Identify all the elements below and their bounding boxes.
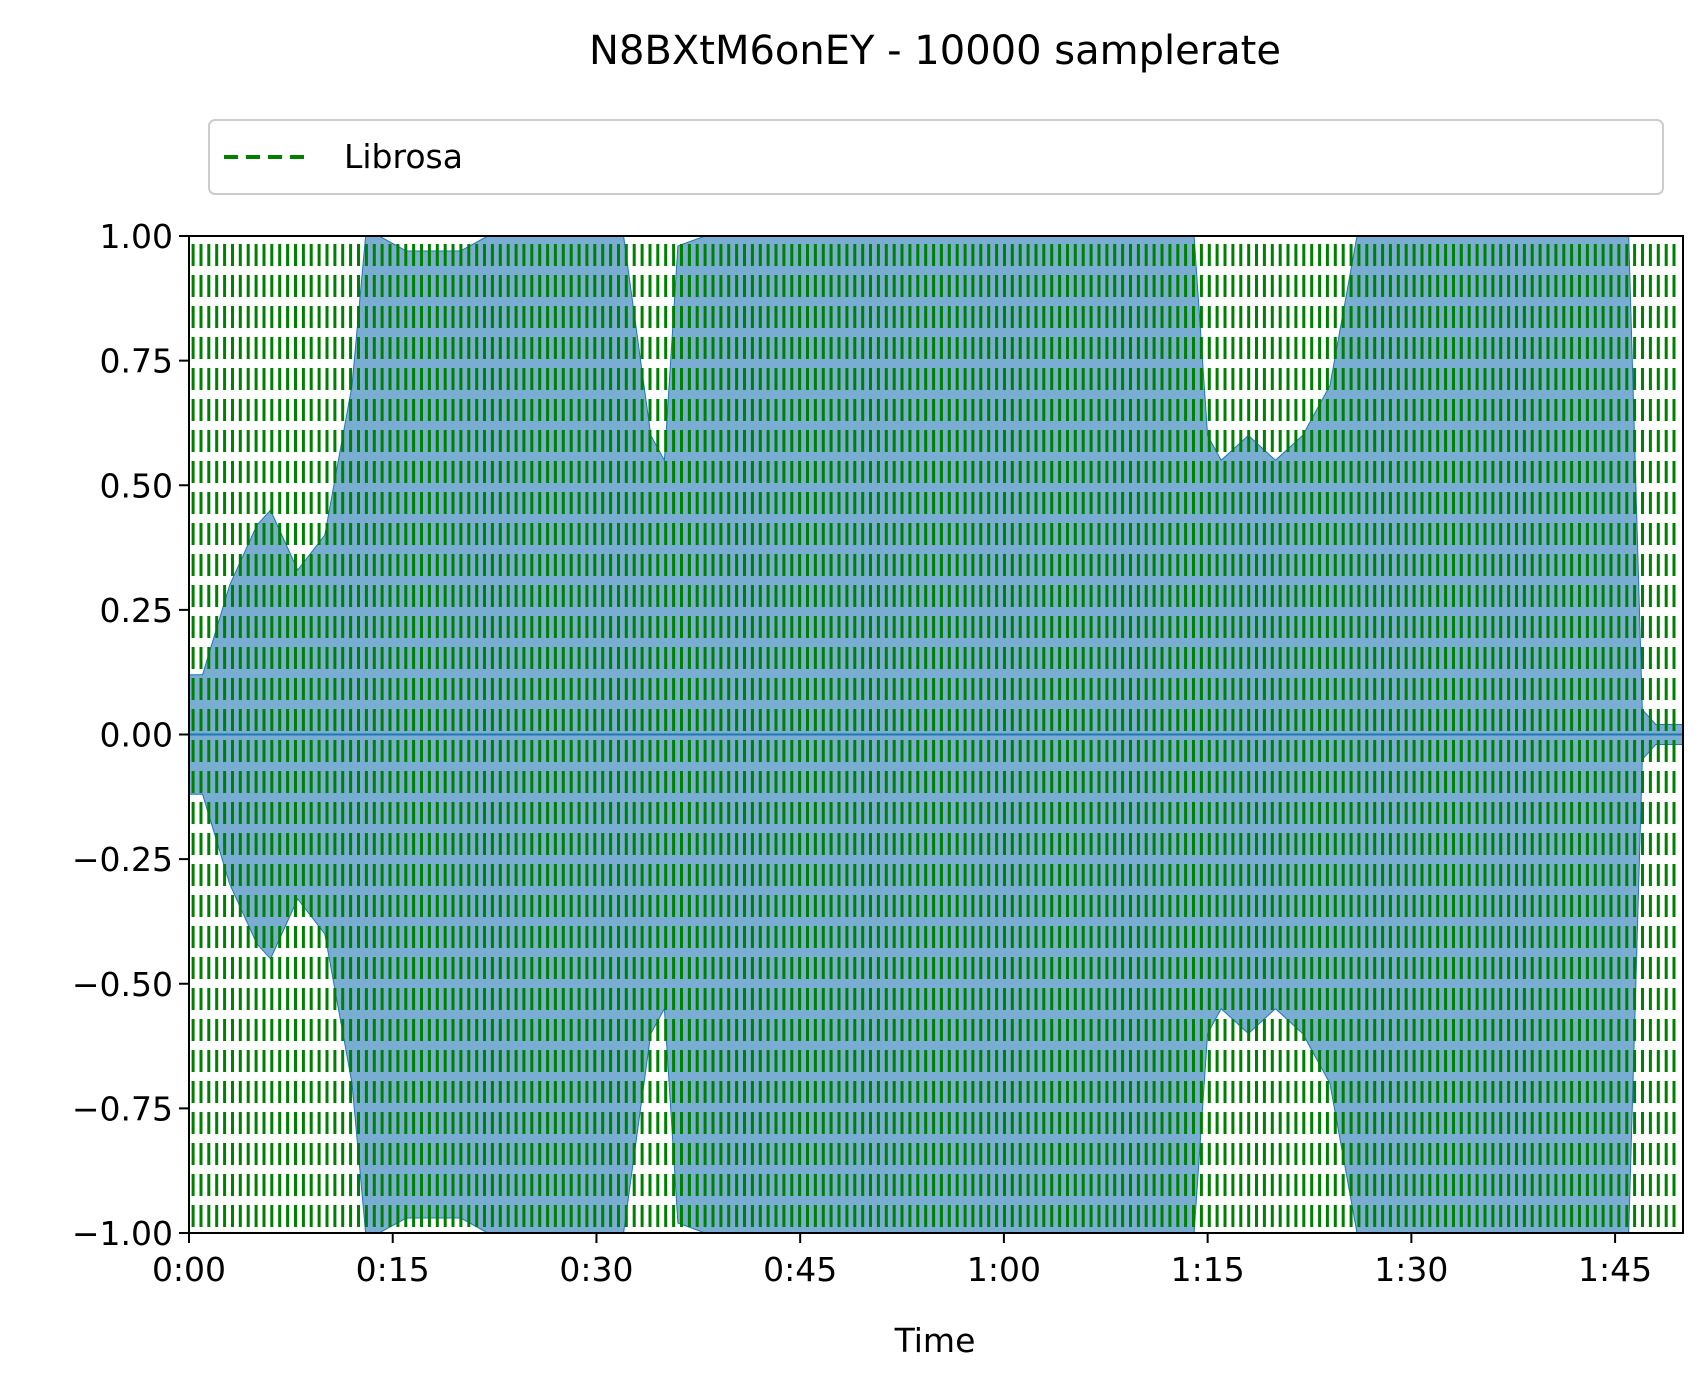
y-tick-label: −0.75 — [72, 1089, 173, 1128]
x-tick-label: 1:30 — [1374, 1250, 1448, 1289]
x-tick-label: 1:15 — [1171, 1250, 1245, 1289]
chart-title: N8BXtM6onEY - 10000 samplerate — [589, 28, 1281, 74]
x-tick-label: 0:15 — [356, 1250, 430, 1289]
x-tick-label: 0:00 — [152, 1250, 226, 1289]
x-axis-label: Time — [894, 1321, 976, 1360]
plot-area — [189, 236, 1683, 1233]
librosa-beat-markers — [191, 236, 1676, 1233]
x-tick-label: 0:30 — [559, 1250, 633, 1289]
legend-box — [208, 119, 1664, 195]
legend-label-librosa: Librosa — [344, 137, 463, 176]
y-tick-label: 0.75 — [100, 342, 173, 381]
y-tick-label: 0.00 — [100, 716, 173, 755]
y-tick-label: 0.25 — [100, 591, 173, 630]
x-tick-label: 1:45 — [1578, 1250, 1652, 1289]
y-tick-label: −0.50 — [72, 965, 173, 1004]
y-tick-label: −0.25 — [72, 840, 173, 879]
y-tick-label: −1.00 — [72, 1214, 173, 1253]
y-tick-label: 0.50 — [100, 466, 173, 505]
x-tick-label: 1:00 — [967, 1250, 1041, 1289]
legend: Librosa — [208, 119, 1664, 195]
x-axis: 0:00 0:15 0:30 0:45 1:00 1:15 1:30 1:45 — [152, 1233, 1652, 1289]
y-axis: 1.00 0.75 0.50 0.25 0.00 −0.25 −0.50 −0.75 −1.00 — [72, 217, 189, 1253]
x-tick-label: 0:45 — [763, 1250, 837, 1289]
y-tick-label: 1.00 — [100, 217, 173, 256]
